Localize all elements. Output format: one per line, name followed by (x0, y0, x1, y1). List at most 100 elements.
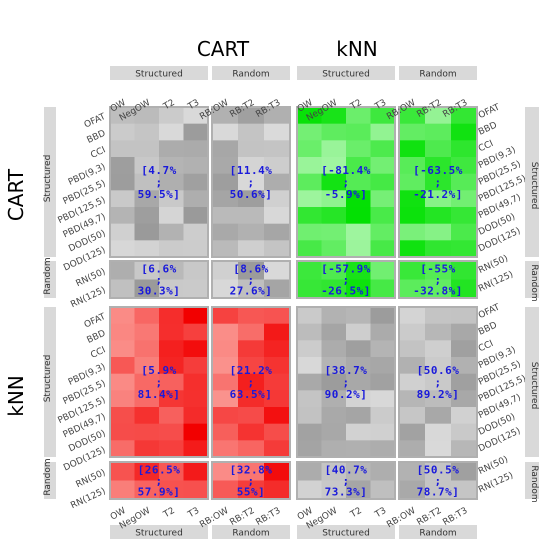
left-group-strip (44, 107, 56, 257)
heatmap-cell (399, 140, 426, 158)
heatmap-cell (346, 140, 371, 158)
heatmap-cell (183, 323, 209, 341)
heatmap-cell (159, 190, 184, 208)
heatmap-cell (183, 157, 209, 175)
heatmap-cell (346, 173, 371, 191)
heatmap-cell (212, 207, 239, 225)
heatmap-cell (321, 107, 347, 125)
heatmap-cell (212, 357, 239, 375)
left-group-strip (44, 462, 56, 499)
heatmap-cell (297, 140, 322, 158)
heatmap-cell (370, 323, 396, 341)
heatmap-cell (346, 373, 371, 391)
block-range-label: [-57.9% (321, 263, 371, 276)
heatmap-cell (183, 279, 209, 299)
heatmap-cell (346, 279, 371, 299)
heatmap-cell (321, 173, 347, 191)
block-border (109, 461, 209, 500)
heatmap-cell (134, 323, 160, 341)
heatmap-cell (110, 207, 135, 225)
heatmap-cell (297, 173, 322, 191)
row-tick-label-right: BBD (477, 120, 499, 137)
heatmap-cell (399, 261, 426, 280)
heatmap-cell (110, 223, 135, 241)
block-range-label: ; (434, 176, 441, 189)
heatmap-cell (134, 462, 160, 481)
block-border (398, 461, 478, 500)
heatmap-cell (159, 140, 184, 158)
heatmap-cell (264, 261, 291, 280)
heatmap-cell (321, 390, 347, 408)
heatmap-cell (451, 373, 478, 391)
heatmap-cell (370, 440, 396, 458)
heatmap-cell (183, 107, 209, 125)
block-range-label: ; (247, 274, 254, 287)
heatmap-cell (183, 140, 209, 158)
heatmap-cell (264, 390, 291, 408)
top-group-label: Structured (135, 70, 183, 80)
heatmap-cell (399, 173, 426, 191)
heatmap-cell (212, 340, 239, 358)
heatmap-cell (238, 173, 265, 191)
heatmap-cell (238, 340, 265, 358)
heatmap-cell (425, 190, 452, 208)
block-range-label: ; (342, 274, 349, 287)
heatmap-cell (370, 307, 396, 325)
column-tick-label-bottom: RB:T3 (441, 506, 469, 528)
heatmap-cell (159, 390, 184, 408)
heatmap-cell (425, 107, 452, 125)
heatmap-cell (321, 323, 347, 341)
heatmap-cell (346, 340, 371, 358)
heatmap-cell (212, 240, 239, 258)
heatmap-cell (134, 207, 160, 225)
heatmap-cell (110, 123, 135, 141)
heatmap-cell (321, 373, 347, 391)
heatmap-cell (370, 140, 396, 158)
heatmap-cell (399, 373, 426, 391)
block-range-label: -26.5%] (321, 285, 371, 298)
heatmap-cell (110, 440, 135, 458)
heatmap-cell (159, 107, 184, 125)
heatmap-cell (212, 107, 239, 125)
heatmap-cell (425, 340, 452, 358)
heatmap-cell (425, 240, 452, 258)
heatmap-cell (110, 190, 135, 208)
heatmap-cell (212, 123, 239, 141)
heatmap-cell (134, 240, 160, 258)
block-border (296, 461, 396, 500)
heatmap-cell (183, 207, 209, 225)
heatmap-cell (238, 307, 265, 325)
heatmap-cell (264, 323, 291, 341)
heatmap-cell (212, 279, 239, 299)
heatmap-cell (399, 423, 426, 441)
column-tick-label-bottom: T3 (186, 506, 202, 521)
heatmap-cell (399, 390, 426, 408)
block-range-label: ; (155, 475, 162, 488)
bottom-group-label: Structured (135, 529, 183, 539)
heatmap-cell (425, 223, 452, 241)
heatmap-cell (399, 340, 426, 358)
heatmap-cell (183, 462, 209, 481)
heatmap-cell (399, 279, 426, 299)
heatmap-cell (297, 307, 322, 325)
heatmap-cell (321, 140, 347, 158)
heatmap-cell (134, 279, 160, 299)
heatmap-cell (346, 261, 371, 280)
heatmap-cell (134, 140, 160, 158)
block-range-label: ; (155, 274, 162, 287)
heatmap-cell (297, 223, 322, 241)
heatmap-cell (159, 223, 184, 241)
heatmap-cell (425, 140, 452, 158)
top-group-label: Random (419, 70, 456, 80)
heatmap-cell (425, 157, 452, 175)
heatmap-cell (399, 123, 426, 141)
heatmap-cell (159, 307, 184, 325)
heatmap-cell (264, 140, 291, 158)
heatmap-cell (134, 123, 160, 141)
heatmap-cell (346, 207, 371, 225)
heatmap-cell (110, 390, 135, 408)
heatmap-cell (110, 107, 135, 125)
heatmap-cell (264, 207, 291, 225)
heatmap-cell (399, 157, 426, 175)
block-range-label: 30.3%] (138, 285, 181, 298)
